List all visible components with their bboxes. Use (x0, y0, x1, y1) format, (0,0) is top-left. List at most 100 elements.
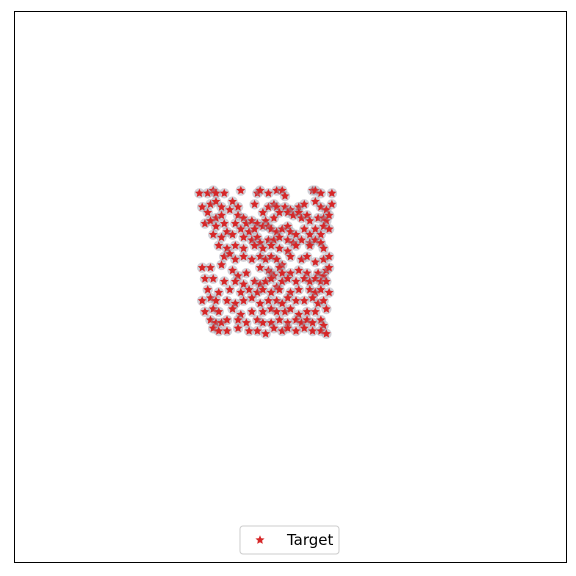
target-point-210 (217, 318, 226, 327)
target-point-1 (203, 188, 213, 198)
target-point-224 (319, 320, 328, 330)
target-point-15 (327, 188, 337, 198)
target-point-10 (277, 185, 287, 195)
target-point-184 (264, 296, 273, 305)
target-point-193 (200, 307, 210, 316)
target-point-191 (313, 298, 323, 308)
legend-star-icon (255, 535, 265, 544)
target-point-165 (244, 285, 254, 294)
target-point-76 (316, 230, 326, 239)
target-point-226 (214, 326, 224, 335)
target-point-212 (233, 315, 243, 324)
target-point-159 (316, 276, 326, 286)
target-point-128 (233, 271, 243, 280)
plot-area-frame (14, 11, 567, 563)
target-point-101 (258, 243, 268, 253)
target-point-127 (228, 265, 237, 275)
target-point-111 (239, 252, 248, 261)
target-point-68 (272, 227, 282, 236)
target-point-119 (297, 254, 306, 264)
target-point-129 (241, 268, 251, 277)
target-point-141 (322, 265, 331, 275)
target-point-105 (291, 241, 301, 250)
target-point-223 (316, 315, 326, 324)
target-point-37 (217, 210, 226, 220)
target-point-162 (214, 287, 224, 297)
target-point-228 (233, 323, 243, 333)
target-point-182 (247, 293, 257, 302)
target-point-97 (222, 243, 232, 253)
target-point-171 (294, 285, 304, 294)
target-point-104 (283, 246, 293, 255)
target-point-50 (297, 213, 306, 222)
target-point-140 (319, 271, 328, 280)
target-point-180 (230, 298, 240, 308)
target-point-51 (302, 210, 312, 220)
target-point-84 (247, 235, 257, 244)
target-point-218 (283, 318, 293, 327)
target-point-220 (297, 318, 306, 327)
target-point-229 (244, 326, 254, 335)
target-point-26 (272, 202, 282, 211)
target-point-216 (266, 318, 276, 327)
target-point-70 (283, 221, 293, 231)
target-point-206 (310, 307, 320, 316)
target-point-124 (197, 263, 207, 272)
target-point-114 (261, 254, 271, 264)
target-point-150 (261, 276, 271, 286)
target-point-38 (225, 205, 235, 214)
target-point-31 (310, 197, 320, 206)
target-point-202 (280, 307, 290, 316)
target-point-222 (308, 318, 317, 327)
target-point-69 (277, 224, 287, 233)
target-point-103 (275, 243, 284, 253)
target-point-179 (222, 296, 232, 305)
target-point-125 (206, 263, 215, 272)
target-point-9 (272, 185, 282, 195)
target-point-196 (228, 304, 237, 313)
target-point-100 (250, 241, 259, 250)
target-point-231 (261, 329, 271, 338)
target-point-203 (286, 304, 295, 313)
target-point-65 (258, 221, 268, 231)
target-point-143 (200, 274, 210, 283)
legend-label: Target (286, 531, 334, 549)
target-point-207 (322, 304, 331, 313)
target-point-79 (208, 230, 218, 239)
target-point-57 (200, 219, 210, 228)
target-point-3 (211, 188, 221, 198)
target-point-116 (272, 254, 282, 264)
target-point-40 (239, 213, 248, 222)
target-point-120 (302, 252, 312, 261)
target-point-6 (253, 188, 262, 198)
target-point-155 (291, 276, 301, 286)
target-point-73 (299, 224, 309, 233)
target-point-188 (291, 296, 301, 305)
target-point-41 (241, 219, 251, 228)
target-point-190 (308, 293, 317, 302)
target-point-7 (255, 185, 265, 195)
target-point-19 (217, 202, 226, 211)
target-point-175 (324, 287, 334, 297)
target-point-235 (291, 326, 301, 335)
target-point-168 (266, 287, 276, 297)
target-point-107 (319, 243, 328, 253)
target-point-167 (258, 285, 268, 294)
target-point-166 (253, 287, 262, 297)
target-point-135 (277, 268, 287, 277)
target-point-63 (244, 227, 254, 236)
target-point-52 (305, 216, 315, 225)
target-point-110 (230, 254, 240, 264)
target-point-109 (225, 249, 235, 258)
target-point-146 (230, 276, 240, 286)
target-point-164 (236, 287, 246, 297)
target-point-142 (324, 263, 334, 272)
target-point-134 (275, 263, 284, 272)
target-point-44 (261, 216, 271, 225)
target-point-98 (230, 241, 240, 250)
target-point-21 (233, 202, 243, 211)
target-point-199 (258, 307, 268, 316)
target-point-33 (322, 205, 331, 214)
target-point-20 (228, 197, 237, 206)
